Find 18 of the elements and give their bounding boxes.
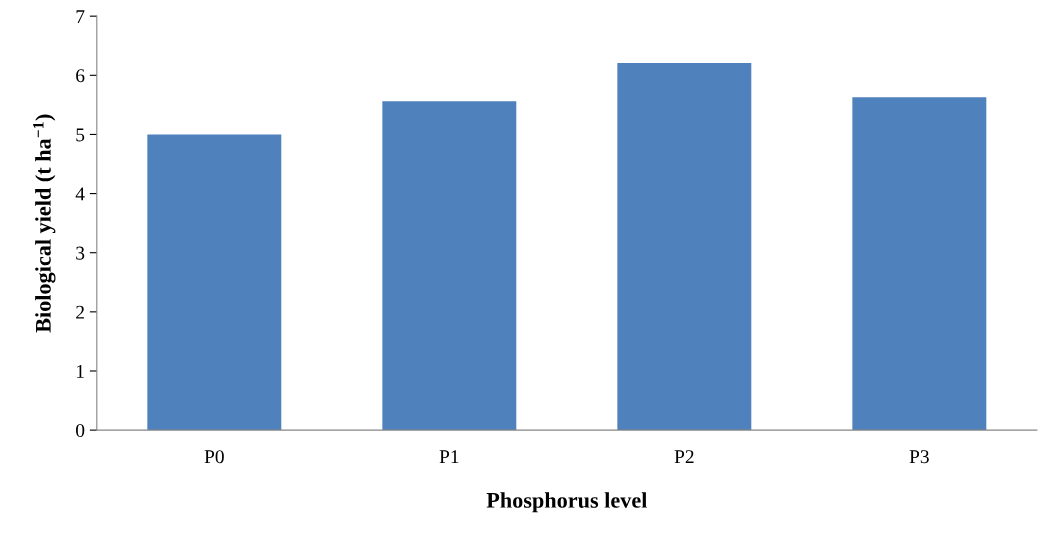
y-tick-label: 0: [76, 423, 85, 438]
x-tick-label: P2: [674, 450, 694, 464]
x-axis-title: Phosphorus level: [486, 492, 648, 513]
bar: [382, 101, 517, 431]
bar: [617, 62, 752, 431]
y-tick-label: 5: [76, 128, 85, 142]
x-tick-label: P3: [909, 450, 929, 464]
y-tick-label: 6: [76, 69, 85, 83]
bar: [147, 134, 282, 431]
y-tick-label: 3: [76, 246, 85, 260]
y-tick-label: 2: [76, 305, 84, 319]
y-tick-label: 7: [76, 10, 85, 23]
bar: [852, 97, 987, 431]
x-tick-label: P0: [204, 450, 224, 464]
x-tick-label: P1: [439, 450, 459, 464]
y-axis-title: Biological yield (t ha$^{−1}$): [33, 114, 56, 333]
y-tick-label: 1: [77, 364, 84, 378]
y-tick-label: 4: [75, 187, 85, 201]
